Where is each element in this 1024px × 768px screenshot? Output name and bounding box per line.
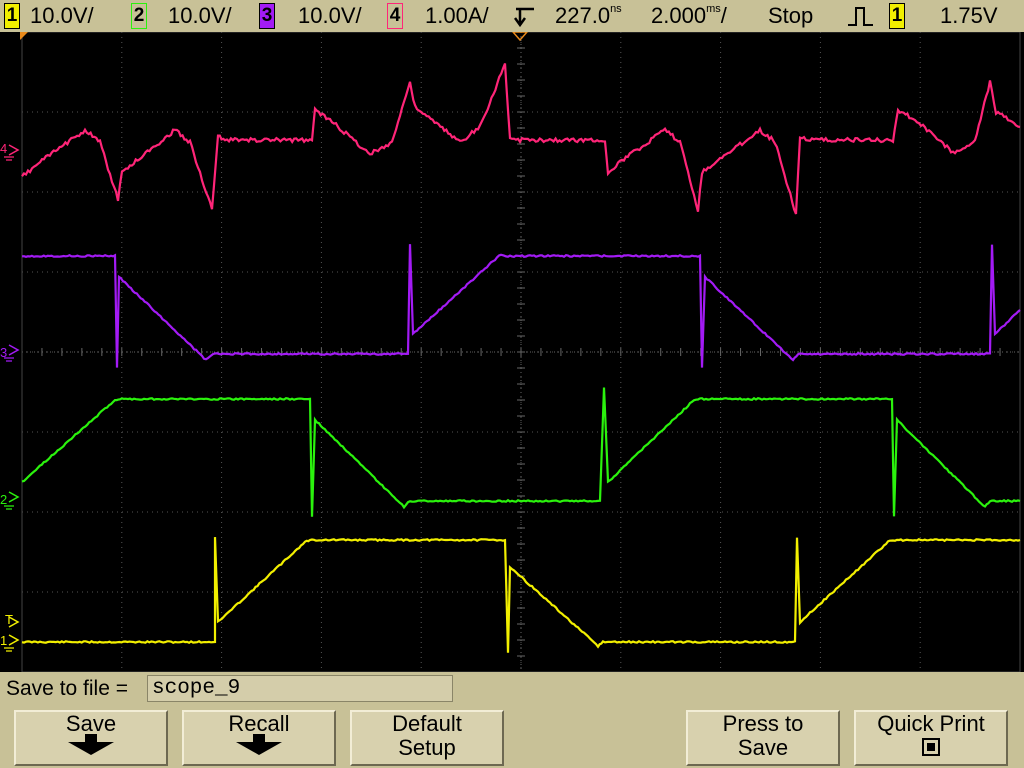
delay-unit: ns bbox=[610, 3, 622, 15]
channel-2-badge[interactable]: 2 bbox=[131, 3, 147, 29]
quick-print-softkey[interactable]: Quick Print bbox=[854, 710, 1008, 766]
channel-1-badge[interactable]: 1 bbox=[4, 3, 20, 29]
channel-2-trace bbox=[21, 387, 1021, 517]
channel-4-trace bbox=[21, 63, 1021, 215]
delay-value: 227.0 bbox=[555, 3, 611, 28]
delay-readout[interactable]: 227.0ns bbox=[555, 4, 622, 28]
print-square-icon bbox=[922, 738, 940, 756]
channel-1-scale[interactable]: 10.0V/ bbox=[30, 3, 94, 28]
save-filename-field[interactable]: scope_9 bbox=[147, 675, 453, 702]
save-softkey-label: Save bbox=[65, 711, 117, 736]
default-setup-softkey[interactable]: Default Setup bbox=[350, 710, 504, 766]
save-to-file-label: Save to file = bbox=[6, 677, 128, 700]
down-arrow-icon bbox=[236, 734, 282, 755]
softkey-panel: Save to file = scope_9 Save Recall Defau… bbox=[0, 672, 1024, 768]
channel-4-badge[interactable]: 4 bbox=[387, 3, 403, 29]
timebase-suffix: / bbox=[720, 3, 727, 28]
timebase-unit: ms bbox=[706, 3, 721, 15]
rising-edge-trigger-icon bbox=[848, 7, 873, 26]
recall-softkey-label: Recall bbox=[228, 711, 290, 736]
quick-print-label: Quick Print bbox=[877, 711, 985, 736]
timebase-readout[interactable]: 2.000ms/ bbox=[651, 4, 727, 28]
channel-4-scale[interactable]: 1.00A/ bbox=[425, 3, 489, 28]
waveform-display[interactable]: 4 3 2 T 1 bbox=[0, 32, 1024, 672]
run-state[interactable]: Stop bbox=[768, 3, 814, 28]
press-to-save-line1: Press to bbox=[722, 711, 804, 736]
channel-1-trace bbox=[21, 537, 1021, 653]
save-softkey[interactable]: Save bbox=[14, 710, 168, 766]
timebase-value: 2.000 bbox=[651, 3, 707, 28]
channel-3-scale[interactable]: 10.0V/ bbox=[298, 3, 362, 28]
trigger-source-badge[interactable]: 1 bbox=[889, 3, 905, 29]
default-setup-line2: Setup bbox=[398, 735, 456, 760]
waveforms bbox=[21, 63, 1021, 653]
status-bar: 1 10.0V/ 2 10.0V/ 3 10.0V/ 4 1.00A/ 227.… bbox=[0, 0, 1024, 32]
press-to-save-softkey[interactable]: Press to Save bbox=[686, 710, 840, 766]
channel-3-badge[interactable]: 3 bbox=[259, 3, 275, 29]
down-arrow-icon bbox=[68, 734, 114, 755]
default-setup-line1: Default bbox=[392, 711, 462, 736]
trigger-level[interactable]: 1.75V bbox=[940, 3, 998, 28]
channel-3-trace bbox=[21, 244, 1021, 368]
channel-2-scale[interactable]: 10.0V/ bbox=[168, 3, 232, 28]
recall-softkey[interactable]: Recall bbox=[182, 710, 336, 766]
press-to-save-line2: Save bbox=[737, 735, 789, 760]
delay-arrow-icon bbox=[514, 7, 534, 28]
